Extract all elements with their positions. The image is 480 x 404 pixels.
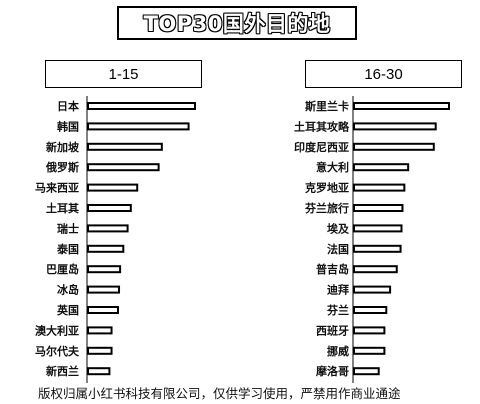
- bar: [87, 367, 111, 376]
- bar: [353, 122, 437, 131]
- bar: [353, 346, 386, 355]
- bar: [353, 244, 402, 253]
- bar: [353, 204, 404, 212]
- bar: [87, 204, 132, 212]
- category-label: 迪拜: [327, 283, 349, 297]
- chart-panel-16-30: 斯里兰卡土耳其攻略印度尼西亚意大利克罗地亚芬兰旅行埃及法国普吉岛迪拜芬兰西班牙挪…: [294, 96, 450, 402]
- bar: [353, 326, 386, 335]
- category-label: 法国: [327, 242, 349, 256]
- bar: [353, 224, 403, 233]
- category-label: 埃及: [327, 221, 350, 235]
- bar: [87, 326, 113, 335]
- category-label: 日本: [57, 99, 79, 113]
- category-label: 澳大利亚: [35, 323, 79, 337]
- category-label: 土耳其: [46, 201, 79, 215]
- category-label: 冰岛: [57, 283, 79, 297]
- bar: [353, 367, 380, 376]
- bar: [87, 183, 139, 192]
- category-label: 西班牙: [316, 323, 349, 337]
- bar: [353, 285, 392, 294]
- category-label: 泰国: [56, 242, 79, 256]
- bar: [353, 183, 406, 192]
- chart-title: TOP30国外目的地: [143, 12, 331, 36]
- category-label: 斯里兰卡: [305, 99, 349, 113]
- category-label: 摩洛哥: [316, 364, 349, 378]
- category-label: 新西兰: [46, 364, 79, 378]
- group-label-1-15: 1-15: [45, 60, 202, 88]
- bar: [353, 102, 450, 110]
- bar: [353, 306, 388, 314]
- category-label: 巴厘岛: [46, 262, 79, 276]
- bar: [353, 142, 435, 151]
- bar: [87, 285, 121, 294]
- category-label: 瑞士: [57, 221, 79, 235]
- bar: [87, 122, 190, 131]
- category-label: 俄罗斯: [45, 160, 79, 174]
- bar: [353, 163, 410, 172]
- chart-title-box: TOP30国外目的地: [117, 6, 357, 40]
- category-label: 英国: [56, 303, 79, 317]
- category-label: 挪威: [327, 344, 349, 358]
- bar: [87, 244, 125, 253]
- category-label: 马来西亚: [35, 181, 79, 195]
- category-label: 韩国: [57, 119, 79, 133]
- group-label-16-30: 16-30: [305, 60, 462, 88]
- category-label: 马尔代夫: [35, 344, 80, 358]
- category-label: 芬兰旅行: [304, 201, 349, 215]
- bar: [87, 265, 122, 274]
- bar: [87, 306, 119, 314]
- bar: [87, 224, 129, 233]
- category-label: 印度尼西亚: [294, 140, 349, 154]
- bar: [87, 346, 113, 355]
- category-label: 普吉岛: [316, 262, 349, 276]
- category-label: 芬兰: [326, 303, 349, 317]
- bar: [353, 265, 398, 274]
- bar: [87, 163, 160, 172]
- category-label: 意大利: [316, 160, 349, 174]
- category-label: 克罗地亚: [305, 181, 349, 195]
- bar: [87, 102, 196, 110]
- category-label: 土耳其攻略: [294, 119, 350, 133]
- chart-panel-1-15: 日本韩国新加坡俄罗斯马来西亚土耳其瑞士泰国巴厘岛冰岛英国澳大利亚马尔代夫新西兰西…: [35, 96, 196, 402]
- category-label: 新加坡: [46, 140, 80, 154]
- copyright-footer: 版权归属小红书科技有限公司，仅供学习使用，严禁用作商业通途: [0, 383, 480, 404]
- bar: [87, 142, 163, 151]
